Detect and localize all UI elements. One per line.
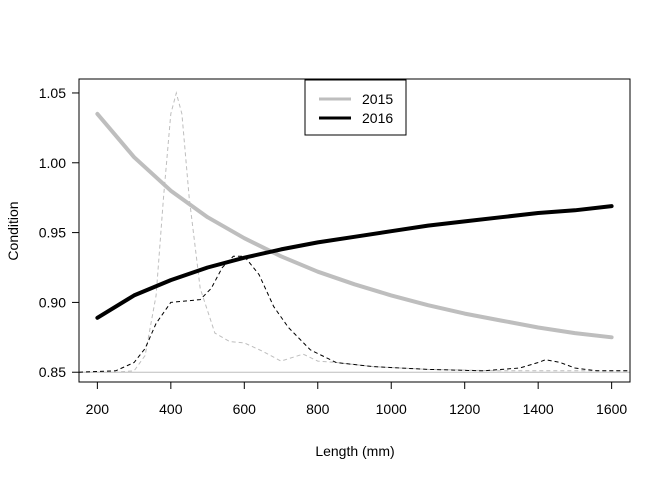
- legend-label-2015: 2015: [362, 91, 393, 107]
- x-tick-label: 1000: [376, 401, 407, 417]
- y-tick-label: 0.90: [39, 294, 66, 310]
- x-tick-label: 200: [86, 401, 110, 417]
- series-line-2015: [95, 111, 614, 340]
- x-tick-label: 1200: [449, 401, 480, 417]
- x-tick-label: 1400: [523, 401, 554, 417]
- y-axis-title: Condition: [5, 201, 21, 260]
- legend-label-2016: 2016: [362, 110, 393, 126]
- series-line-2016: [95, 204, 614, 320]
- legend: 2015 2016: [304, 79, 407, 136]
- y-tick-label: 1.00: [39, 155, 66, 171]
- x-axis-title: Length (mm): [315, 443, 394, 459]
- y-axis: 0.85 0.90 0.95 1.00 1.05: [39, 85, 80, 380]
- y-tick-label: 1.05: [39, 85, 66, 101]
- y-tick-label: 0.85: [39, 364, 66, 380]
- y-tick-label: 0.95: [39, 225, 66, 241]
- x-axis: 200 400 600 800 1000 1200 1400 1600: [86, 381, 627, 417]
- x-tick-label: 600: [233, 401, 257, 417]
- legend-box: [304, 79, 407, 136]
- x-tick-label: 1600: [596, 401, 627, 417]
- x-tick-label: 800: [306, 401, 330, 417]
- density-curve-2016: [78, 255, 630, 373]
- x-tick-label: 400: [159, 401, 183, 417]
